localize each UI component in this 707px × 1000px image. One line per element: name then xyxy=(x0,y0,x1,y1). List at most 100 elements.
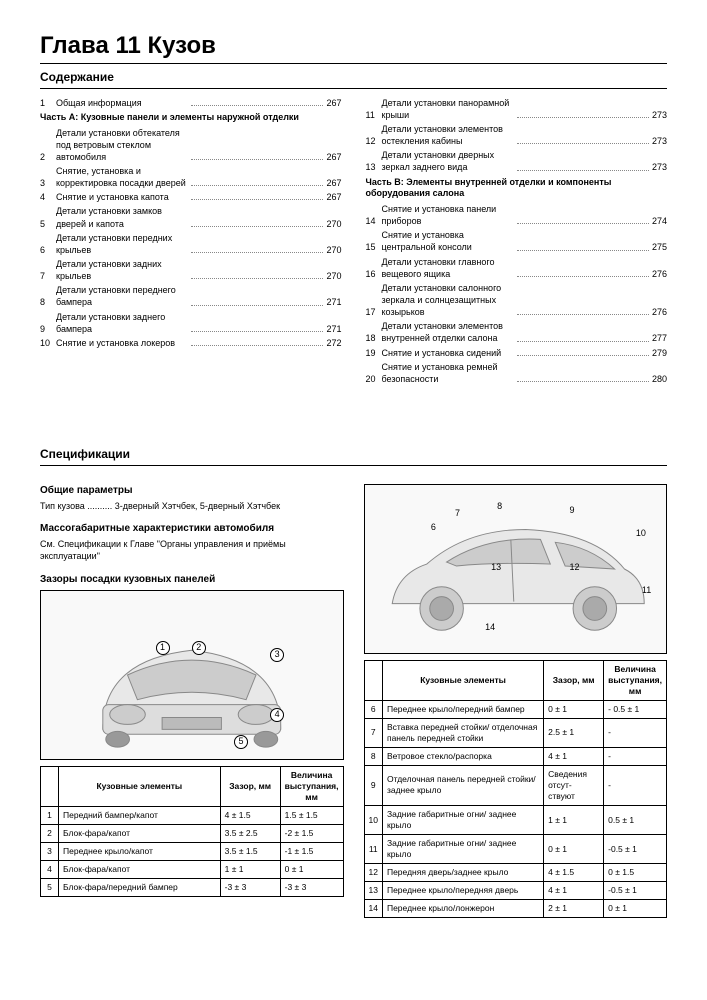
figure-callout: 13 xyxy=(491,562,501,574)
cell-num: 8 xyxy=(364,747,382,765)
cell-element: Ветровое стекло/распорка xyxy=(382,747,543,765)
toc-item-page: 270 xyxy=(326,244,341,256)
toc-part-b: Часть В: Элементы внутренней отделки и к… xyxy=(366,177,668,200)
toc-item-page: 274 xyxy=(652,215,667,227)
gap-table-right: Кузовные элементы Зазор, мм Величина выс… xyxy=(364,660,668,919)
th-elements: Кузовные элементы xyxy=(382,660,543,700)
cell-num: 12 xyxy=(364,864,382,882)
toc-item-num: 12 xyxy=(366,135,382,147)
toc-item-num: 16 xyxy=(366,268,382,280)
cell-element: Задние габаритные огни/ заднее крыло xyxy=(382,835,543,864)
cell-protrusion: -2 ± 1.5 xyxy=(280,824,343,842)
body-type-label: Тип кузова xyxy=(40,501,85,511)
table-row: 7Вставка передней стойки/ отделочная пан… xyxy=(364,718,667,747)
toc-dots xyxy=(191,305,323,306)
cell-protrusion: -0.5 ± 1 xyxy=(604,835,667,864)
toc-item-label: Детали установки переднего бампера xyxy=(56,284,188,308)
table-row: 8Ветровое стекло/распорка4 ± 1- xyxy=(364,747,667,765)
cell-element: Переднее крыло/лонжерон xyxy=(382,900,543,918)
toc-item-num: 17 xyxy=(366,306,382,318)
toc-item: 1Общая информация267 xyxy=(40,97,342,109)
toc-item: 6Детали установки передних крыльев 270 xyxy=(40,232,342,256)
toc-item: 18Детали установки элементов внутренней … xyxy=(366,320,668,344)
gaps-heading: Зазоры посадки кузовных панелей xyxy=(40,573,344,586)
toc-item-page: 276 xyxy=(652,268,667,280)
toc-item-num: 3 xyxy=(40,177,56,189)
figure-callout: 12 xyxy=(570,562,580,574)
cell-element: Отделочная панель передней стойки/заднее… xyxy=(382,765,543,805)
figure-callout: 14 xyxy=(485,622,495,634)
cell-protrusion: - xyxy=(604,765,667,805)
toc-item-page: 276 xyxy=(652,306,667,318)
mass-dim-ref: См. Спецификации к Главе "Органы управле… xyxy=(40,539,344,562)
th-gap: Зазор, мм xyxy=(544,660,604,700)
toc-item: 11Детали установки панорамной крыши273 xyxy=(366,97,668,121)
toc-item-page: 272 xyxy=(326,337,341,349)
toc-item-page: 273 xyxy=(652,161,667,173)
toc-item-label: Детали установки передних крыльев xyxy=(56,232,188,256)
toc-left-column: 1Общая информация267Часть А: Кузовные па… xyxy=(40,97,342,387)
cell-gap: 1 ± 1 xyxy=(220,860,280,878)
table-of-contents: 1Общая информация267Часть А: Кузовные па… xyxy=(40,97,667,387)
toc-item-page: 270 xyxy=(326,270,341,282)
figure-callout: 11 xyxy=(642,585,651,597)
cell-num: 7 xyxy=(364,718,382,747)
toc-dots xyxy=(191,331,323,332)
figure-callout: 5 xyxy=(234,735,248,749)
cell-gap: 0 ± 1 xyxy=(544,835,604,864)
toc-dots xyxy=(191,159,323,160)
toc-item: 8Детали установки переднего бампера271 xyxy=(40,284,342,308)
toc-item-page: 270 xyxy=(326,218,341,230)
body-type-value: .......... 3-дверный Хэтчбек, 5-дверный … xyxy=(87,501,280,511)
th-protrusion: Величина выступания, мм xyxy=(604,660,667,700)
toc-item: 10Снятие и установка локеров272 xyxy=(40,337,342,349)
cell-num: 14 xyxy=(364,900,382,918)
toc-item-num: 4 xyxy=(40,191,56,203)
cell-gap: 2 ± 1 xyxy=(544,900,604,918)
cell-gap: 4 ± 1.5 xyxy=(544,864,604,882)
toc-item-num: 5 xyxy=(40,218,56,230)
th-elements: Кузовные элементы xyxy=(59,766,221,806)
cell-element: Передний бампер/капот xyxy=(59,806,221,824)
cell-protrusion: - 0.5 ± 1 xyxy=(604,700,667,718)
toc-item-label: Детали установки задних крыльев xyxy=(56,258,188,282)
figure-car-side: 67891011121314 xyxy=(364,484,668,654)
toc-dots xyxy=(191,199,323,200)
toc-item-page: 273 xyxy=(652,109,667,121)
cell-gap: -3 ± 3 xyxy=(220,878,280,896)
th-gap: Зазор, мм xyxy=(220,766,280,806)
toc-item: 20Снятие и установка ремней безопасности… xyxy=(366,361,668,385)
toc-item: 2Детали установки обтекателя под ветровы… xyxy=(40,127,342,163)
th-protrusion: Величина выступания, мм xyxy=(280,766,343,806)
cell-gap: 4 ± 1 xyxy=(544,882,604,900)
toc-item-num: 7 xyxy=(40,270,56,282)
th-blank xyxy=(364,660,382,700)
table-row: 14Переднее крыло/лонжерон2 ± 10 ± 1 xyxy=(364,900,667,918)
toc-item-page: 267 xyxy=(326,177,341,189)
toc-dots xyxy=(191,252,323,253)
toc-item-num: 15 xyxy=(366,241,382,253)
th-blank xyxy=(41,766,59,806)
table-row: 2Блок-фара/капот3.5 ± 2.5-2 ± 1.5 xyxy=(41,824,344,842)
toc-item-page: 267 xyxy=(326,191,341,203)
toc-item-num: 18 xyxy=(366,332,382,344)
cell-element: Переднее крыло/передний бампер xyxy=(382,700,543,718)
car-front-svg xyxy=(41,591,343,759)
cell-protrusion: -0.5 ± 1 xyxy=(604,882,667,900)
cell-element: Вставка передней стойки/ отделочная пане… xyxy=(382,718,543,747)
toc-item-num: 11 xyxy=(366,109,382,121)
spec-section: Общие параметры Тип кузова .......... 3-… xyxy=(40,474,667,919)
toc-item-label: Снятие и установка ремней безопасности xyxy=(382,361,514,385)
toc-item-num: 6 xyxy=(40,244,56,256)
table-row: 13Переднее крыло/передняя дверь4 ± 1-0.5… xyxy=(364,882,667,900)
cell-num: 4 xyxy=(41,860,59,878)
cell-element: Блок-фара/передний бампер xyxy=(59,878,221,896)
cell-num: 5 xyxy=(41,878,59,896)
toc-item: 5Детали установки замков дверей и капота… xyxy=(40,205,342,229)
gap-table-left: Кузовные элементы Зазор, мм Величина выс… xyxy=(40,766,344,897)
toc-dots xyxy=(191,105,323,106)
cell-element: Задние габаритные огни/ заднее крыло xyxy=(382,806,543,835)
toc-item: 16Детали установки главного вещевого ящи… xyxy=(366,256,668,280)
toc-dots xyxy=(517,117,649,118)
toc-item-page: 273 xyxy=(652,135,667,147)
